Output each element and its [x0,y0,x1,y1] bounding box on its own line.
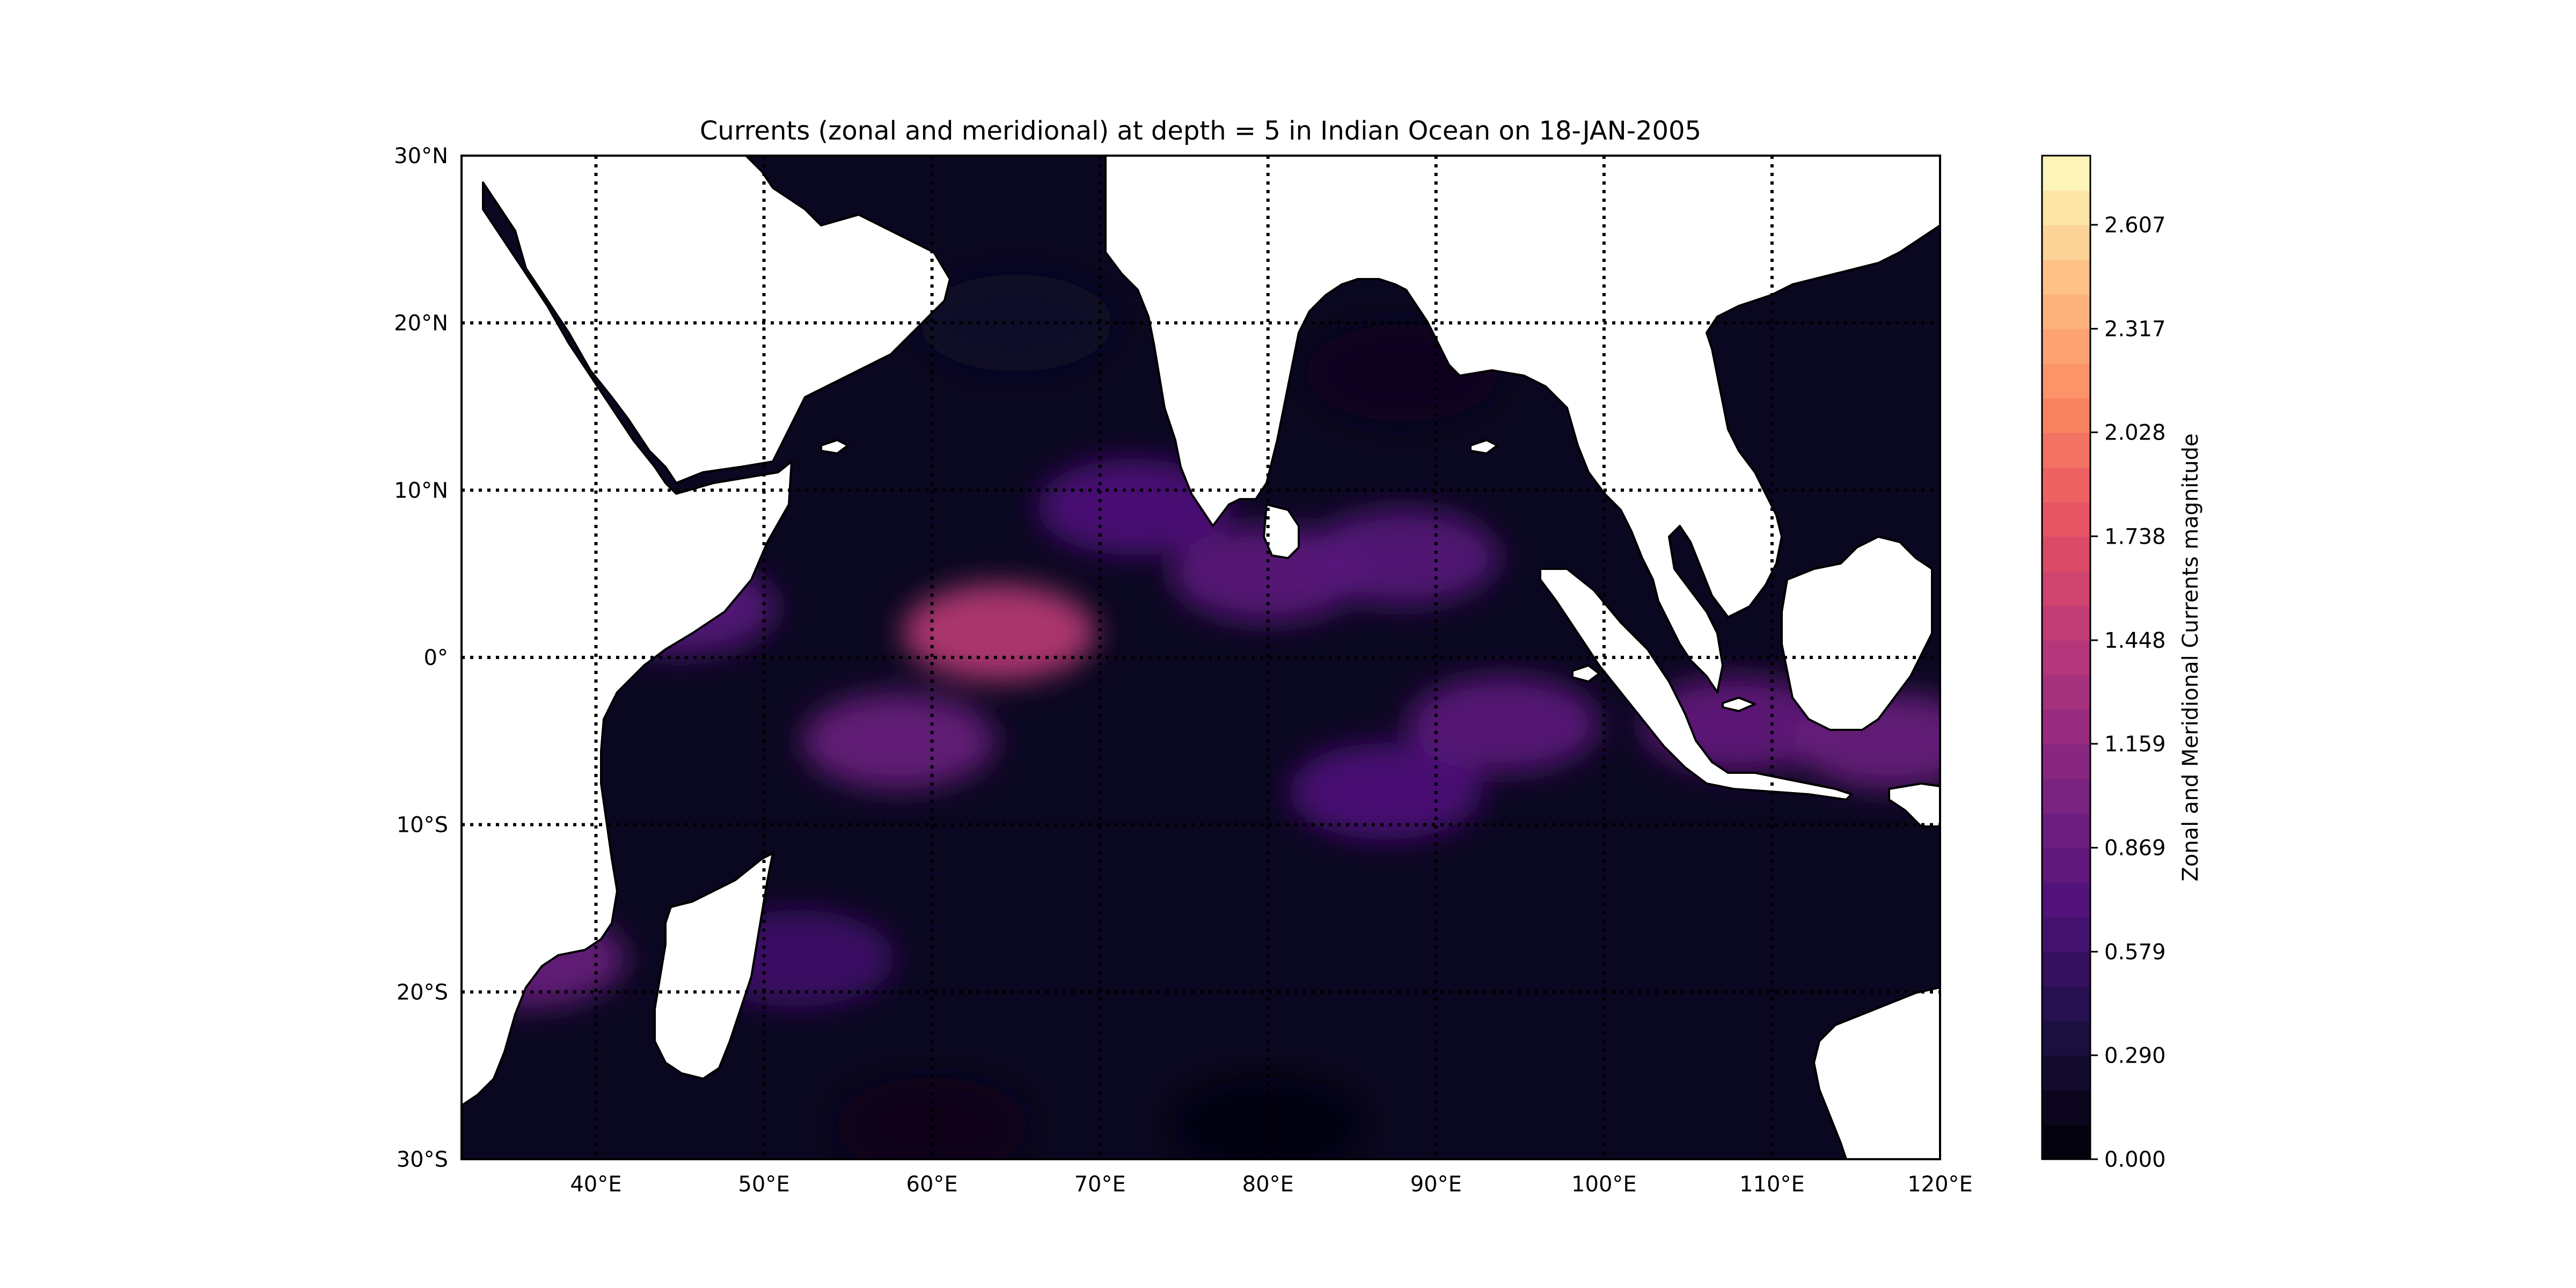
colorbar-level [2042,640,2090,676]
sri-lanka [1263,503,1300,559]
colorbar-level [2042,259,2090,295]
longitude-tick-label: 110°E [1739,1172,1805,1197]
current-feature-6 [1407,676,1600,773]
madagascar [654,852,774,1080]
latitude-tick-label: 20°N [394,311,448,336]
current-feature-7 [1289,743,1482,840]
colorbar-level [2042,294,2090,330]
colorbar-level [2042,952,2090,987]
colorbar-level [2042,1090,2090,1125]
colorbar-level [2042,1055,2090,1091]
colorbar-tick-label: 0.000 [2104,1147,2166,1172]
colorbar-tick-label: 1.738 [2104,524,2166,549]
latitude-tick-label: 10°N [394,478,448,503]
map-frame [460,155,1941,1160]
small-island-a [820,439,849,455]
colorbar-level [2042,605,2090,641]
latitude-tick-label: 20°S [397,980,448,1005]
colorbar-level [2042,675,2090,710]
latitude-tick-label: 0° [424,646,448,670]
colorbar-tick-label: 0.579 [2104,940,2166,964]
timor-islands [1888,782,1940,828]
colorbar-tick-label: 0.290 [2104,1043,2166,1068]
current-feature-4 [1037,458,1231,555]
latitude-tick-label: 30°S [397,1147,448,1172]
latitude-axis: 30°N 20°N 10°N 0° 10°S 20°S 30°S [394,144,448,1172]
colorbar-level [2042,570,2090,606]
colorbar-level [2042,709,2090,745]
small-island-b [1469,439,1498,455]
colorbar-level [2042,744,2090,779]
longitude-tick-label: 50°E [738,1172,789,1197]
longitude-tick-label: 40°E [570,1172,621,1197]
colorbar-tick-label: 1.159 [2104,732,2166,757]
colorbar-label: Zonal and Meridional Currents magnitude [2178,433,2203,881]
current-feature-1 [801,692,995,789]
colorbar-level [2042,1124,2090,1160]
colorbar-tick-label: 2.317 [2104,317,2166,342]
colorbar-level [2042,156,2090,191]
map-title: Currents (zonal and meridional) at depth… [700,116,1701,146]
small-island-d [1722,697,1756,712]
colorbar-level [2042,1021,2090,1056]
longitude-tick-label: 120°E [1907,1172,1973,1197]
colorbar-level [2042,398,2090,433]
map-panel [462,156,1940,1159]
gridlines [462,156,1940,1159]
colorbar-level [2042,778,2090,814]
current-feature-0 [902,584,1096,681]
colorbar: 0.000 0.290 0.579 0.869 1.159 1.448 1.738 2.028… [2041,155,2166,1172]
colorbar-level [2042,501,2090,537]
sumatra-java [1539,568,1853,801]
colorbar-tick-label: 2.028 [2104,421,2166,445]
colorbar-level [2042,847,2090,883]
land-layer [462,156,1940,1159]
colorbar-level [2042,882,2090,918]
colorbar-frame [2041,155,2091,1160]
longitude-tick-label: 60°E [906,1172,958,1197]
australia [1813,986,1940,1159]
borneo [1781,536,1933,731]
colorbar-level [2042,536,2090,572]
colorbar-level [2042,917,2090,953]
africa-arabia-landmass [462,156,951,1107]
colorbar-level [2042,467,2090,502]
colorbar-level [2042,432,2090,468]
latitude-tick-label: 30°N [394,144,448,169]
longitude-axis: 40°E 50°E 60°E 70°E 80°E 90°E 100°E 110°E 120°E [570,1172,1972,1197]
colorbar-level [2042,986,2090,1022]
indian-subcontinent [1104,156,1940,693]
colorbar-tick-label: 2.607 [2104,213,2166,238]
longitude-tick-label: 100°E [1571,1172,1637,1197]
colorbar-level [2042,363,2090,399]
longitude-tick-label: 90°E [1410,1172,1462,1197]
colorbar-tick-label: 1.448 [2104,628,2166,653]
colorbar-level [2042,224,2090,260]
colorbar-level [2042,190,2090,225]
colorbar-tick-label: 0.869 [2104,836,2166,861]
longitude-tick-label: 70°E [1074,1172,1126,1197]
colorbar-level [2042,813,2090,848]
colorbar-level [2042,328,2090,364]
longitude-tick-label: 80°E [1242,1172,1294,1197]
small-island-c [1571,664,1600,683]
current-feature-14 [919,274,1113,371]
current-feature-3 [1306,509,1499,605]
latitude-tick-label: 10°S [397,813,448,838]
